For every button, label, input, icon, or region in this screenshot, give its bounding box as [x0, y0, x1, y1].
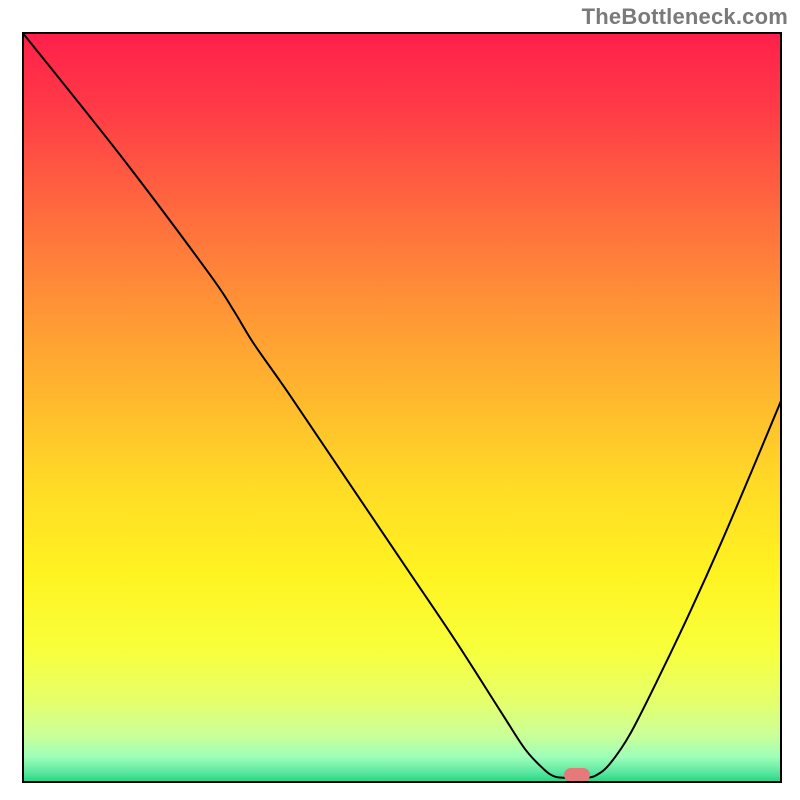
watermark-text: TheBottleneck.com — [582, 4, 788, 30]
chart-container: TheBottleneck.com — [0, 0, 800, 800]
plot-area — [22, 32, 782, 783]
plot-border — [22, 32, 782, 783]
